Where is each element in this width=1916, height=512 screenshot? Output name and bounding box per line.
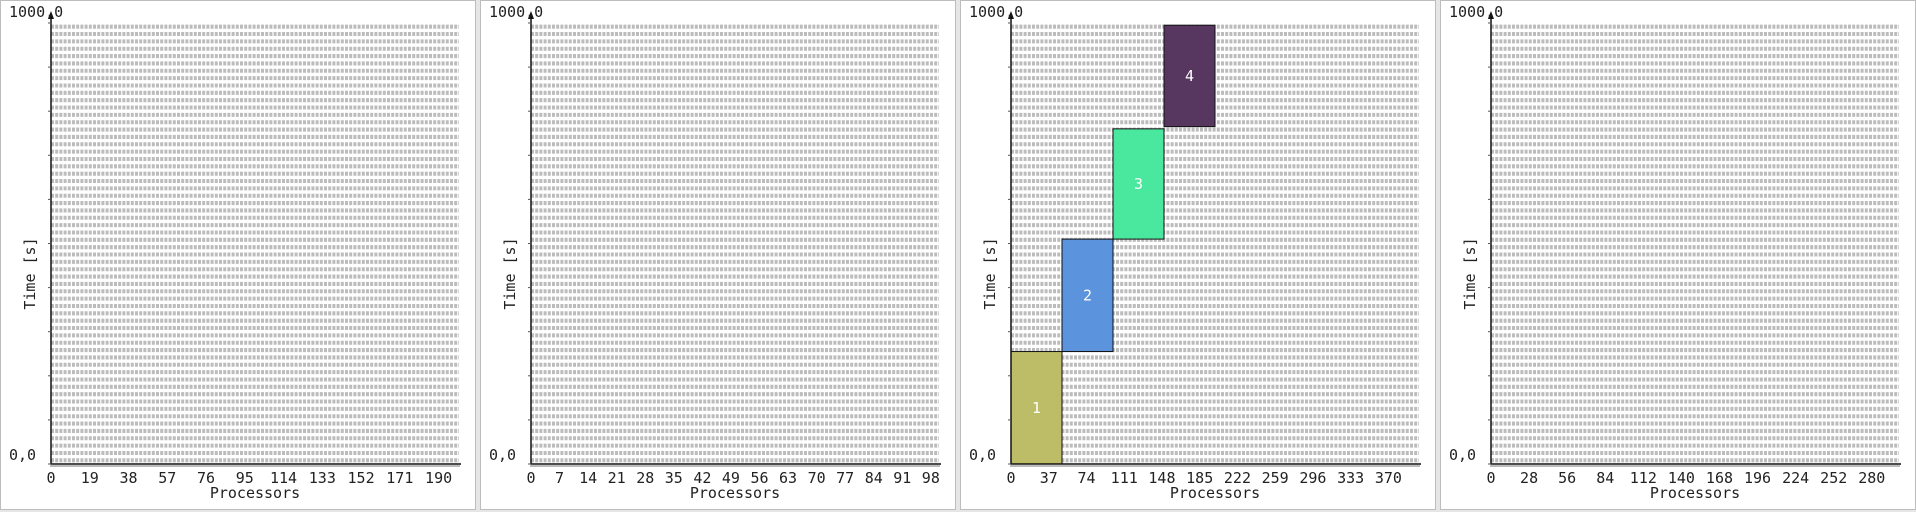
x-tick-label: 70 — [808, 469, 826, 487]
x-tick-label: 63 — [779, 469, 797, 487]
x-tick-label: 74 — [1077, 469, 1095, 487]
grid — [51, 24, 459, 463]
x-tick-label: 370 — [1375, 469, 1402, 487]
x-tick-label: 0 — [526, 469, 535, 487]
job-label-1: 1 — [1032, 399, 1041, 417]
x-tick-label: 19 — [81, 469, 99, 487]
x-tick-label: 112 — [1630, 469, 1657, 487]
x-tick-label: 0 — [46, 469, 55, 487]
job-bar-1 — [1010, 351, 1063, 465]
y-axis-arrow — [528, 11, 534, 19]
x-tick-label: 171 — [386, 469, 413, 487]
x-tick-label: 21 — [608, 469, 626, 487]
x-axis-title: Processors — [1170, 484, 1260, 502]
x-tick-label: 95 — [236, 469, 254, 487]
y-max-label: 1000,0 — [1449, 3, 1503, 21]
chart-panel-3: 1 2 3 4 0 37 74 111 148 185 222 259 296 333 370 1000,0 0… — [960, 0, 1436, 510]
x-minor-ticks — [50, 464, 460, 467]
x-tick-label: 56 — [750, 469, 768, 487]
x-tick-label: 76 — [197, 469, 215, 487]
chart-panel-2: 0 7 14 21 28 35 42 49 56 63 70 77 84 91 98 1000,0 0,0 Pro… — [480, 0, 956, 510]
job-label-4: 4 — [1185, 67, 1194, 85]
x-tick-label: 222 — [1224, 469, 1251, 487]
job-bar-3 — [1112, 128, 1165, 240]
y-max-label: 1000,0 — [9, 3, 63, 21]
x-tick-label: 7 — [555, 469, 564, 487]
y-axis-title: Time [s] — [981, 237, 999, 309]
x-tick-label: 152 — [348, 469, 375, 487]
x-tick-label: 56 — [1558, 469, 1576, 487]
job-label-3: 3 — [1134, 175, 1143, 193]
chart-svg-1: 0 19 38 57 76 95 114 133 152 171 190 1000,0 0,0 Proce… — [9, 3, 461, 502]
y-axis-arrow — [48, 11, 54, 19]
x-tick-label: 38 — [119, 469, 137, 487]
x-tick-label: 37 — [1040, 469, 1058, 487]
x-tick-label: 259 — [1262, 469, 1289, 487]
y-axis-title: Time [s] — [1461, 237, 1479, 309]
y-max-label: 1000,0 — [489, 3, 543, 21]
y-min-label: 0,0 — [1449, 446, 1476, 464]
x-tick-label: 98 — [922, 469, 940, 487]
x-tick-label: 84 — [1596, 469, 1614, 487]
x-tick-label: 28 — [636, 469, 654, 487]
x-tick-label: 14 — [579, 469, 597, 487]
y-axis-arrow — [1488, 11, 1494, 19]
x-tick-label: 0 — [1486, 469, 1495, 487]
x-tick-label: 91 — [893, 469, 911, 487]
x-tick-label: 57 — [158, 469, 176, 487]
x-tick-label: 168 — [1706, 469, 1733, 487]
x-axis-title: Processors — [210, 484, 300, 502]
job-bar-2 — [1061, 238, 1114, 353]
x-tick-label: 185 — [1186, 469, 1213, 487]
x-minor-ticks — [1010, 464, 1420, 467]
y-min-label: 0,0 — [9, 446, 36, 464]
x-tick-label: 111 — [1111, 469, 1138, 487]
y-axis-title: Time [s] — [501, 237, 519, 309]
grid — [1491, 24, 1899, 463]
x-minor-ticks — [1490, 464, 1900, 467]
x-tick-label: 28 — [1520, 469, 1538, 487]
y-max-label: 1000,0 — [969, 3, 1023, 21]
x-tick-label: 35 — [665, 469, 683, 487]
x-tick-label: 224 — [1782, 469, 1809, 487]
y-axis-arrow — [1008, 11, 1014, 19]
job-label-2: 2 — [1083, 286, 1092, 304]
y-min-label: 0,0 — [969, 446, 996, 464]
x-tick-label: 190 — [425, 469, 452, 487]
chart-panel-1: 0 19 38 57 76 95 114 133 152 171 190 1000,0 0,0 Proce… — [0, 0, 476, 510]
chart-panel-4: 0 28 56 84 112 140 168 196 224 252 280 1000,0 0,0 Pro… — [1440, 0, 1916, 510]
x-tick-label: 252 — [1820, 469, 1847, 487]
x-tick-label: 42 — [693, 469, 711, 487]
x-axis-title: Processors — [690, 484, 780, 502]
x-tick-label: 114 — [270, 469, 297, 487]
y-axis-title: Time [s] — [21, 237, 39, 309]
chart-svg-2: 0 7 14 21 28 35 42 49 56 63 70 77 84 91 98 1000,0 0,0 Pro… — [489, 3, 941, 502]
x-tick-label: 84 — [865, 469, 883, 487]
grid — [531, 24, 939, 463]
x-tick-label: 0 — [1006, 469, 1015, 487]
x-tick-label: 49 — [722, 469, 740, 487]
x-minor-ticks — [530, 464, 940, 467]
y-min-label: 0,0 — [489, 446, 516, 464]
chart-svg-4: 0 28 56 84 112 140 168 196 224 252 280 1000,0 0,0 Pro… — [1449, 3, 1901, 502]
chart-svg-3: 1 2 3 4 0 37 74 111 148 185 222 259 296 333 370 1000,0 0… — [969, 3, 1421, 502]
x-tick-label: 296 — [1299, 469, 1326, 487]
x-tick-label: 333 — [1337, 469, 1364, 487]
x-tick-label: 196 — [1744, 469, 1771, 487]
x-tick-label: 148 — [1148, 469, 1175, 487]
x-tick-label: 280 — [1858, 469, 1885, 487]
x-axis-title: Processors — [1650, 484, 1740, 502]
job-bar-4 — [1163, 24, 1216, 128]
x-tick-label: 77 — [836, 469, 854, 487]
x-tick-label: 133 — [309, 469, 336, 487]
x-tick-label: 140 — [1668, 469, 1695, 487]
